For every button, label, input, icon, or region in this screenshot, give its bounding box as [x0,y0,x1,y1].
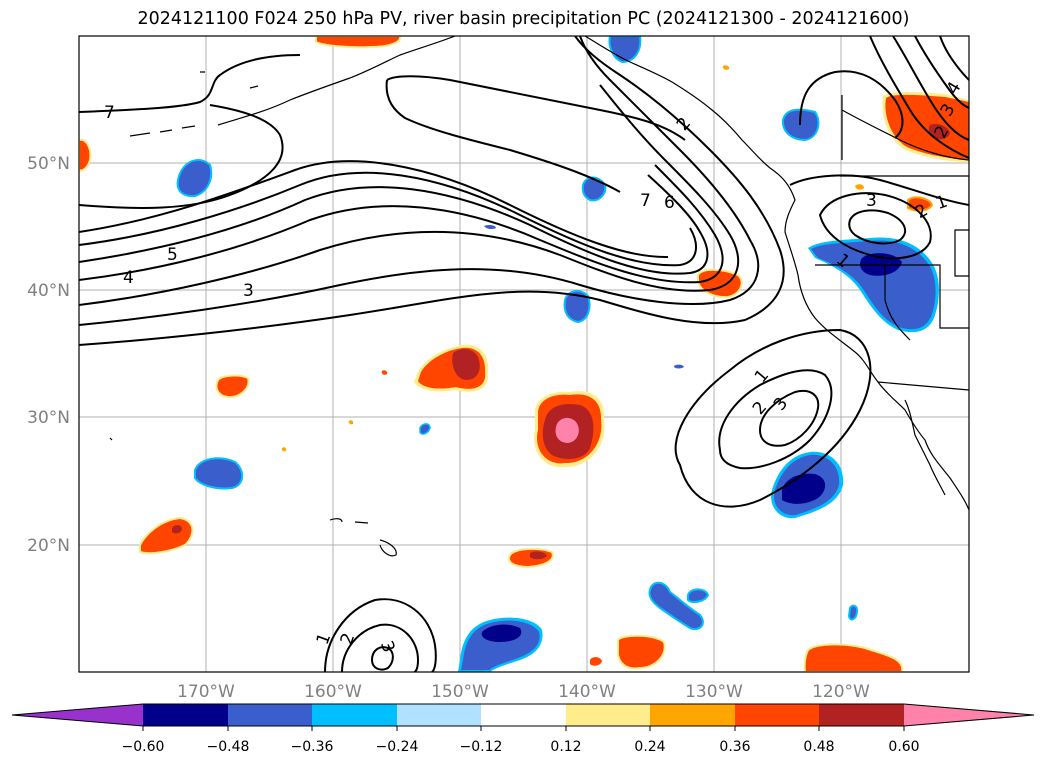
colorbar: −0.60 −0.48 −0.36 −0.24 −0.12 0.12 0.24 … [11,703,1035,755]
colorbar-extend-high [904,704,1034,726]
negative-anomaly-california [808,237,939,333]
negative-anomaly-small [176,159,213,198]
longitude-label: 130°W [685,682,743,702]
colorbar-tick-label: −0.36 [291,739,334,755]
colorbar-segment [735,704,819,726]
positive-anomaly-small [215,374,250,399]
colorbar-tick-label: −0.48 [207,739,250,755]
colorbar-tick-label: 0.60 [888,739,919,755]
colorbar-segment [566,704,650,726]
negative-anomaly-small [194,457,244,490]
colorbar-segment [228,704,312,726]
colorbar-tick-label: 0.24 [634,739,665,755]
contour-label: 5 [167,245,178,265]
map-content: 7 5 4 3 7 6 2 1 2 3 1 2 3 1 3 2 1 2 3 4 [79,36,969,672]
positive-anomaly-small [803,643,904,672]
colorbar-segment [481,704,566,726]
longitude-label: 120°W [812,682,870,702]
colorbar-tick-label: 0.12 [550,739,581,755]
map-background [79,36,969,672]
negative-anomaly-small [581,176,607,202]
contour-label: 4 [123,268,134,288]
longitude-label: 170°W [177,682,235,702]
colorbar-tick-label: 0.36 [719,739,750,755]
colorbar-tick-label: 0.48 [803,739,834,755]
map-frame [78,35,970,673]
precip-shading [79,36,969,672]
contour-label: 3 [866,191,877,211]
contour-label: 7 [104,103,115,123]
contour-label: 6 [664,193,675,213]
colorbar-segment [312,704,397,726]
longitude-label: 160°W [304,682,362,702]
longitude-label: 150°W [431,682,489,702]
contour-label: 7 [640,191,651,211]
colorbar-segment [397,704,481,726]
contour-label: 3 [243,281,254,301]
colorbar-segment [143,704,228,726]
positive-anomaly-central [534,391,605,468]
colorbar-extend-low [12,704,143,726]
colorbar-tick-label: −0.12 [460,739,503,755]
colorbar-segment [650,704,735,726]
coastlines [109,36,969,557]
pv-contours [79,36,969,672]
negative-anomaly-small [563,290,591,324]
latitude-label: 20°N [27,536,70,556]
map-title: 2024121100 F024 250 hPa PV, river basin … [137,9,910,29]
colorbar-tick-label: −0.60 [122,739,165,755]
gridlines [79,36,969,672]
latitude-label: 30°N [27,408,70,428]
colorbar-tick-label: −0.24 [376,739,419,755]
colorbar-segment [819,704,904,726]
latitude-label: 40°N [27,281,70,301]
positive-anomaly-small [617,634,666,670]
latitude-label: 50°N [27,154,70,174]
longitude-label: 140°W [558,682,616,702]
positive-anomaly-150w [414,344,489,392]
